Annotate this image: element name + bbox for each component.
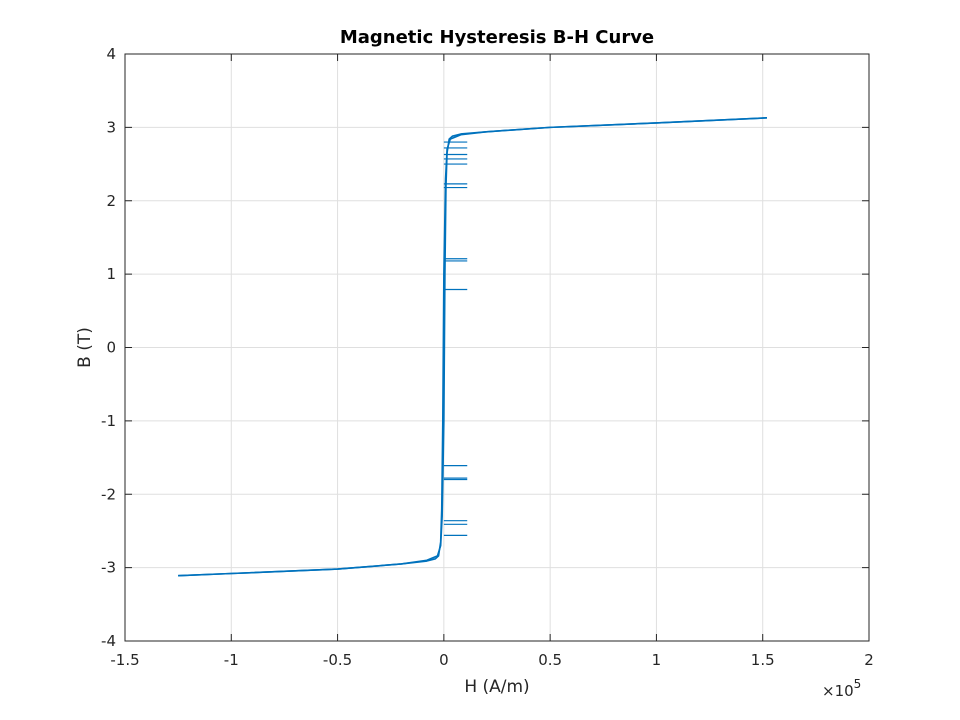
series-line-lower-branch bbox=[178, 117, 768, 577]
y-tick-label: -4 bbox=[101, 632, 116, 650]
x-tick-label: -1.5 bbox=[110, 651, 139, 669]
y-tick-label: 1 bbox=[106, 265, 116, 283]
y-tick-label: -2 bbox=[101, 485, 116, 503]
y-tick-label: 0 bbox=[106, 339, 116, 357]
x-tick-label: 0.5 bbox=[538, 651, 562, 669]
x-axis-label: H (A/m) bbox=[464, 677, 529, 697]
x-tick-label: 0 bbox=[439, 651, 449, 669]
y-tick-label: 4 bbox=[106, 45, 116, 63]
y-tick-label: -3 bbox=[101, 559, 116, 577]
x-axis-exponent-power: 5 bbox=[854, 677, 862, 691]
tick-labels: -1.5 -1 -0.5 0 0.5 1 1.5 2 -4 -3 -2 -1 0 1 2 3 4 bbox=[101, 45, 874, 669]
y-tick-label: 2 bbox=[106, 192, 116, 210]
y-tick-label: -1 bbox=[101, 412, 116, 430]
x-axis-exponent-base: ×10 bbox=[822, 682, 854, 700]
tick-marks bbox=[124, 53, 870, 642]
y-tick-label: 3 bbox=[106, 118, 116, 136]
x-tick-label: 2 bbox=[864, 651, 874, 669]
y-axis-label: B (T) bbox=[75, 327, 95, 368]
x-tick-label: 1 bbox=[652, 651, 662, 669]
x-tick-label: -1 bbox=[224, 651, 239, 669]
x-tick-label: -0.5 bbox=[323, 651, 352, 669]
chart-title: Magnetic Hysteresis B-H Curve bbox=[340, 27, 654, 48]
x-tick-label: 1.5 bbox=[751, 651, 775, 669]
series-layer bbox=[178, 117, 768, 577]
x-axis-exponent: ×105 bbox=[822, 677, 861, 700]
